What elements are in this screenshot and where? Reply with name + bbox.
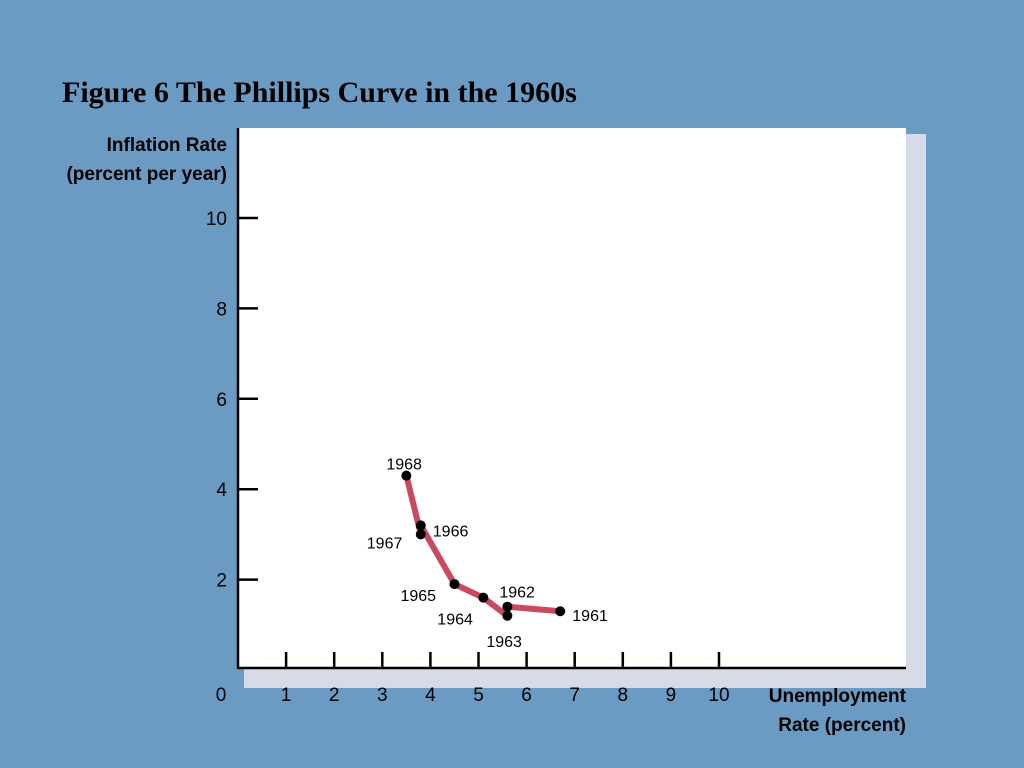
x-axis-label-line2: Rate (percent) <box>778 715 906 736</box>
data-point-1961 <box>555 606 566 617</box>
y-tick-label-10: 10 <box>206 209 227 230</box>
x-tick-label-9: 9 <box>666 685 677 706</box>
data-label-1968: 1968 <box>386 457 422 474</box>
x-axis-label: Unemployment Rate (percent) <box>769 682 906 740</box>
data-label-1961: 1961 <box>572 608 608 625</box>
data-point-1967 <box>415 529 426 540</box>
chart-panel <box>238 128 906 669</box>
data-point-1965 <box>449 579 460 590</box>
data-point-1964 <box>478 592 489 603</box>
x-tick-label-4: 4 <box>425 685 436 706</box>
data-label-1964: 1964 <box>437 612 473 629</box>
x-tick-label-2: 2 <box>329 685 340 706</box>
y-axis-label-line1: Inflation Rate <box>106 135 227 156</box>
x-tick-label-1: 1 <box>281 685 292 706</box>
x-tick-label-5: 5 <box>473 685 484 706</box>
data-point-1968 <box>401 470 412 481</box>
x-tick-label-10: 10 <box>708 685 729 706</box>
data-label-1965: 1965 <box>400 588 436 605</box>
y-tick-label-4: 4 <box>216 480 227 501</box>
y-axis-label-line2: (percent per year) <box>66 164 227 185</box>
data-label-1967: 1967 <box>367 535 403 552</box>
data-label-1963: 1963 <box>486 634 522 651</box>
y-tick-label-6: 6 <box>216 390 227 411</box>
y-tick-label-2: 2 <box>216 571 227 592</box>
data-label-1966: 1966 <box>433 523 469 540</box>
x-tick-label-8: 8 <box>618 685 629 706</box>
origin-label: 0 <box>216 685 227 706</box>
x-tick-label-6: 6 <box>521 685 532 706</box>
data-point-1962 <box>502 601 513 612</box>
y-tick-label-8: 8 <box>216 299 227 320</box>
x-axis-label-line1: Unemployment <box>768 686 906 707</box>
data-point-1966 <box>415 520 426 531</box>
data-label-1962: 1962 <box>499 585 535 602</box>
x-tick-label-3: 3 <box>377 685 388 706</box>
y-axis-label: Inflation Rate (percent per year) <box>66 131 227 189</box>
x-tick-label-7: 7 <box>569 685 580 706</box>
slide-title: Figure 6 The Phillips Curve in the 1960s <box>62 76 577 109</box>
data-point-1963 <box>502 610 513 621</box>
